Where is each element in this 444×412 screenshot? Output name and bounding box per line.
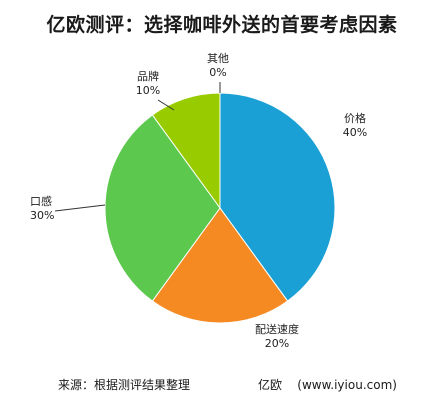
slice-value-4: 0% [209,66,226,79]
pie-slice-3 [151,92,221,210]
slice-label-4: 其他 [207,52,229,65]
slice-label-1: 配送速度 [255,322,299,336]
leader-line-3 [157,99,175,111]
slice-value-3: 10% [136,84,160,97]
source-note: 来源：根据测评结果整理 [58,378,191,392]
pie-slice-2 [104,114,221,302]
slice-label-0: 价格 [344,111,366,125]
pie-slice-0 [219,92,336,302]
slice-value-1: 20% [265,337,289,350]
pie-slice-1 [151,207,289,324]
slice-label-2: 口感 [30,195,52,208]
leader-line-2 [54,204,106,212]
slice-value-0: 40% [343,126,367,139]
credit-note: 亿欧 (www.iyiou.com) [258,378,397,392]
slice-label-3: 品牌 [137,69,159,83]
chart-title: 亿欧测评：选择咖啡外送的首要考虑因素 [46,14,398,36]
slice-value-2: 30% [30,209,54,222]
